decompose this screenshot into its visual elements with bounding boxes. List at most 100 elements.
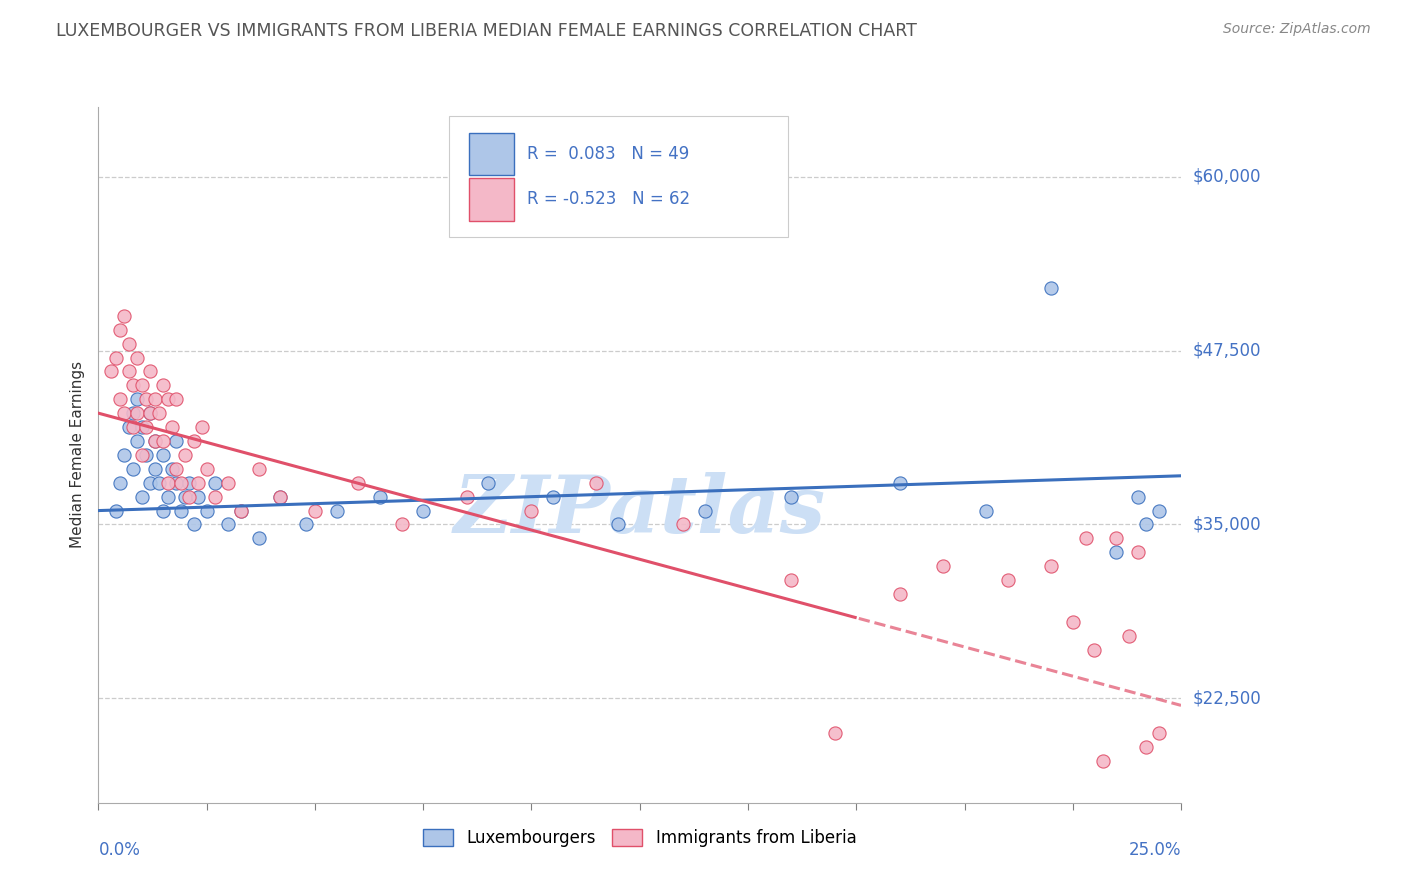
Point <box>1149 726 1171 740</box>
Point <box>156 392 179 407</box>
Point <box>204 475 226 490</box>
Point <box>127 392 149 407</box>
Point <box>165 475 187 490</box>
Point <box>780 573 803 587</box>
Point <box>520 503 543 517</box>
Point <box>143 434 166 448</box>
Point <box>231 503 253 517</box>
Point <box>1105 545 1128 559</box>
Point <box>135 420 157 434</box>
Point <box>160 462 183 476</box>
Point <box>889 475 911 490</box>
Point <box>412 503 434 517</box>
Point <box>165 434 187 448</box>
Point <box>143 434 166 448</box>
Text: R = -0.523   N = 62: R = -0.523 N = 62 <box>527 190 690 209</box>
Point <box>1062 615 1084 629</box>
Point <box>1135 517 1157 532</box>
Point <box>131 490 153 504</box>
Point <box>1040 559 1063 574</box>
Point <box>347 475 370 490</box>
Point <box>187 475 209 490</box>
Text: 0.0%: 0.0% <box>98 841 141 859</box>
Point <box>217 475 239 490</box>
Point <box>1105 532 1128 546</box>
Point <box>1135 740 1157 755</box>
Point <box>304 503 326 517</box>
Point <box>160 420 183 434</box>
Text: LUXEMBOURGER VS IMMIGRANTS FROM LIBERIA MEDIAN FEMALE EARNINGS CORRELATION CHART: LUXEMBOURGER VS IMMIGRANTS FROM LIBERIA … <box>56 22 917 40</box>
Point <box>104 351 127 365</box>
Point <box>152 378 174 392</box>
Point <box>112 309 135 323</box>
Point <box>997 573 1019 587</box>
Point <box>183 434 205 448</box>
Point <box>122 378 145 392</box>
Point <box>112 448 135 462</box>
Point <box>195 503 218 517</box>
Point <box>108 323 131 337</box>
Text: 25.0%: 25.0% <box>1129 841 1181 859</box>
Text: $22,500: $22,500 <box>1192 690 1261 707</box>
Point <box>127 434 149 448</box>
Point <box>780 490 803 504</box>
Point <box>156 490 179 504</box>
Point <box>139 475 162 490</box>
Point <box>1118 629 1140 643</box>
Point <box>122 420 145 434</box>
Point <box>247 462 270 476</box>
Point <box>585 475 607 490</box>
Text: $47,500: $47,500 <box>1192 342 1261 359</box>
Point <box>139 406 162 420</box>
Point <box>139 364 162 378</box>
Point <box>693 503 716 517</box>
Point <box>1074 532 1097 546</box>
Point <box>143 392 166 407</box>
Point <box>217 517 239 532</box>
Text: ZIPatlas: ZIPatlas <box>454 472 825 549</box>
Point <box>131 448 153 462</box>
Point <box>122 462 145 476</box>
Point <box>108 392 131 407</box>
Point <box>247 532 270 546</box>
Y-axis label: Median Female Earnings: Median Female Earnings <box>70 361 86 549</box>
Point <box>325 503 347 517</box>
Point <box>1040 281 1063 295</box>
Point <box>1092 754 1115 768</box>
Point <box>135 392 157 407</box>
Point <box>269 490 291 504</box>
Point <box>148 406 170 420</box>
Point <box>231 503 253 517</box>
Point <box>174 490 197 504</box>
Point <box>127 406 149 420</box>
Point <box>191 420 214 434</box>
Point <box>1083 642 1105 657</box>
Point <box>477 475 499 490</box>
Text: $60,000: $60,000 <box>1192 168 1261 186</box>
Point <box>170 475 193 490</box>
Point <box>195 462 218 476</box>
Point <box>156 475 179 490</box>
Point <box>152 448 174 462</box>
Point <box>118 364 141 378</box>
Point <box>269 490 291 504</box>
Point <box>1126 545 1149 559</box>
Point <box>541 490 564 504</box>
Text: $35,000: $35,000 <box>1192 516 1261 533</box>
Point <box>368 490 391 504</box>
Point <box>295 517 318 532</box>
Point <box>131 420 153 434</box>
Point <box>391 517 413 532</box>
Point <box>139 406 162 420</box>
Text: Source: ZipAtlas.com: Source: ZipAtlas.com <box>1223 22 1371 37</box>
Point <box>118 336 141 351</box>
Point <box>118 420 141 434</box>
Legend: Luxembourgers, Immigrants from Liberia: Luxembourgers, Immigrants from Liberia <box>416 822 863 854</box>
Point <box>152 434 174 448</box>
Point <box>174 448 197 462</box>
Point <box>100 364 122 378</box>
Point <box>932 559 955 574</box>
Point <box>456 490 478 504</box>
Point <box>131 378 153 392</box>
Point <box>148 475 170 490</box>
